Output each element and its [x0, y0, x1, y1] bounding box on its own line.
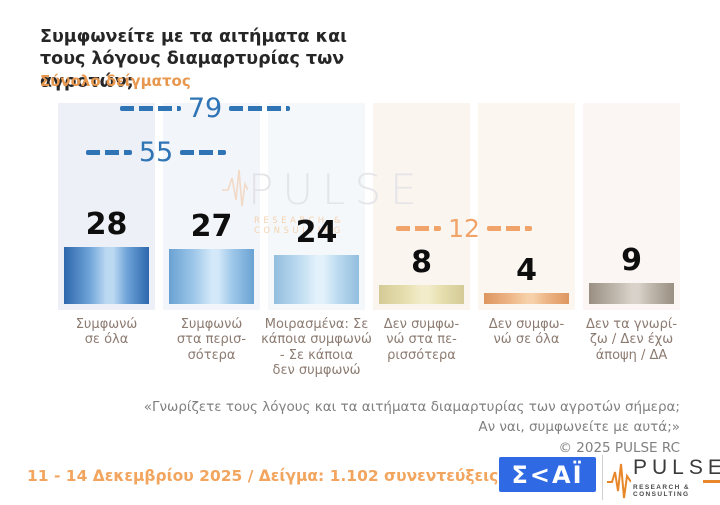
bar — [379, 285, 464, 304]
column-tint — [373, 103, 470, 310]
category-label: Δεν συμφω- νώ σε όλα — [488, 317, 565, 348]
bar-value-label: 24 — [295, 215, 338, 250]
bar — [169, 249, 254, 304]
watermark-text: PULSE — [248, 165, 426, 214]
dashed-line — [120, 106, 181, 111]
bar-column: 28 Συμφωνώ σε όλα — [58, 103, 155, 347]
footnote-line-1: «Γνωρίζετε τους λόγους και τα αιτήματα δ… — [143, 399, 680, 415]
copyright-line: © 2025 PULSE RC — [558, 439, 680, 456]
pulse-logo-subtext: RESEARCH & CONSULTING — [633, 484, 690, 499]
bar-column: 24 Μοιρασμένα: Σε κάποια συμφωνώ - Σε κά… — [261, 103, 372, 378]
page-title: Συμφωνείτε με τα αιτήματα και τους λόγου… — [40, 26, 400, 93]
footnote-line-2: Αν ναι, συμφωνείτε με αυτά;» — [478, 419, 680, 436]
sum-value: 79 — [187, 93, 223, 124]
skai-logo-text: Σ<ΑΪ — [511, 460, 584, 489]
sum-bracket-12: 12 — [396, 216, 532, 241]
survey-info: 11 - 14 Δεκεμβρίου 2025 / Δείγμα: 1.102 … — [27, 467, 499, 485]
sum-value: 12 — [448, 214, 480, 243]
dashed-line — [396, 226, 442, 231]
title-line-1: Συμφωνείτε με τα αιτήματα και — [40, 27, 347, 47]
bar — [484, 293, 569, 304]
bar-value-label: 8 — [411, 245, 432, 280]
watermark-subtext: RESEARCH & CONSULTING — [254, 216, 344, 236]
sum-bracket-79: 79 — [120, 93, 291, 124]
bar-value-label: 27 — [190, 209, 233, 244]
bar — [274, 255, 359, 304]
category-label: Δεν τα γνωρί- ζω / Δεν έχω άποψη / ΔΑ — [585, 317, 678, 363]
dashed-line — [229, 106, 291, 111]
bar-column: 4 Δεν συμφω- νώ σε όλα — [478, 103, 575, 347]
question-footnote: «Γνωρίζετε τους λόγους και τα αιτήματα δ… — [144, 397, 680, 458]
category-label: Συμφωνώ σε όλα — [75, 317, 138, 348]
skai-logo: Σ<ΑΪ — [499, 457, 596, 492]
sum-bracket-55: 55 — [86, 137, 227, 168]
waveform-icon — [607, 462, 632, 504]
column-tint — [583, 103, 680, 310]
bar-value-label: 9 — [621, 243, 642, 278]
bar — [64, 247, 149, 304]
category-label: Μοιρασμένα: Σε κάποια συμφωνώ - Σε κάποι… — [261, 317, 372, 378]
dashed-line — [86, 150, 132, 155]
bar-column: 9 Δεν τα γνωρί- ζω / Δεν έχω άποψη / ΔΑ — [583, 103, 680, 363]
pulse-watermark: PULSE RESEARCH & CONSULTING — [222, 166, 417, 236]
column-tint — [478, 103, 575, 310]
chart-subtitle: Σύνολο δείγματος — [40, 72, 191, 90]
dashed-line — [486, 226, 532, 231]
category-label: Συμφωνώ στα περισ- σότερα — [176, 317, 247, 363]
pulse-logo: PULSE RESEARCH & CONSULTING — [607, 456, 720, 504]
title-line-2: τους λόγους διαμαρτυρίας των αγροτών; — [40, 49, 345, 92]
category-label: Δεν συμφω- νώ στα πε- ρισσότερα — [383, 317, 460, 363]
sum-value: 55 — [138, 137, 174, 168]
pulse-logo-accent — [702, 480, 720, 484]
waveform-icon — [222, 166, 249, 214]
bar-value-label: 28 — [85, 207, 128, 242]
bar-value-label: 4 — [516, 253, 537, 288]
logo-divider — [602, 455, 603, 500]
bar-column: 27 Συμφωνώ στα περισ- σότερα — [163, 103, 260, 363]
bar-column: 8 Δεν συμφω- νώ στα πε- ρισσότερα — [373, 103, 470, 363]
dashed-line — [180, 150, 227, 155]
bar — [589, 283, 674, 304]
pulse-logo-text: PULSE — [633, 456, 720, 479]
